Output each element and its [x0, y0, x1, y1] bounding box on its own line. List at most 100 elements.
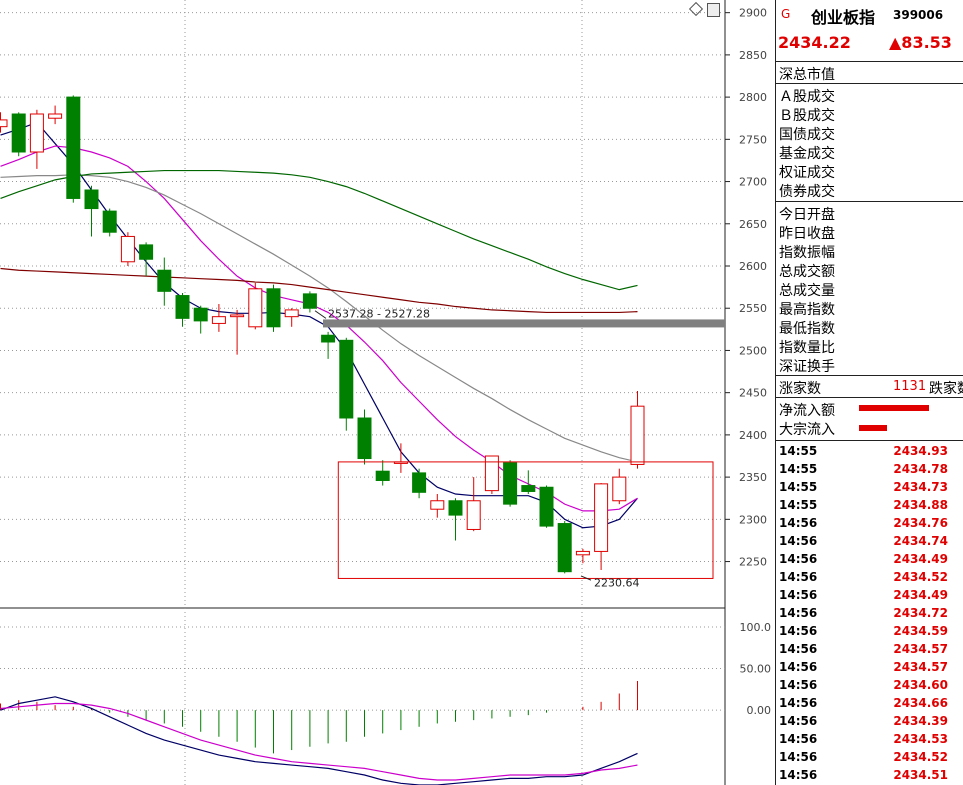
tick-value: 2434.78: [893, 462, 948, 476]
stat-label: 指数量比: [779, 340, 835, 356]
candle-body: [539, 486, 554, 527]
candle-body: [139, 244, 154, 260]
price-tick-label: 2400: [739, 429, 767, 442]
price-tick-label: 2550: [739, 302, 767, 315]
turnover-label: 国债成交: [779, 127, 835, 143]
candle: [66, 95, 81, 203]
candle: [48, 105, 63, 125]
candle-body: [248, 288, 263, 328]
market-cap-label: 深总市值: [779, 67, 835, 83]
stat-label: 昨日收盘: [779, 226, 835, 242]
kline-chart[interactable]: 2250 2300 2350 2400 2450 2500 2550 2600 2650 2700…: [0, 0, 775, 785]
price-tick-label: 2600: [739, 260, 767, 273]
stat-label: 最高指数: [779, 302, 835, 318]
candle-body: [211, 316, 226, 324]
price-axis: 2250 2300 2350 2400 2450 2500 2550 2600 2650 2700…: [739, 7, 771, 717]
candle: [357, 409, 372, 465]
candle: [594, 483, 609, 570]
decliners-label: 跌家数: [929, 381, 963, 397]
candle-body: [630, 405, 645, 465]
candle-body: [339, 339, 354, 419]
candle-body: [29, 113, 44, 153]
stat-label: 指数振幅: [779, 245, 835, 261]
candle: [339, 337, 354, 431]
candle-body: [102, 210, 117, 233]
candle-body: [302, 293, 317, 309]
candle: [630, 390, 645, 469]
turnover-label: 权证成交: [779, 165, 835, 181]
net-inflow-bar: [859, 405, 929, 411]
tick-value: 2434.72: [893, 606, 948, 620]
price-tick-label: 2450: [739, 387, 767, 400]
dea-line: [0, 702, 638, 781]
turnover-label: Ｂ股成交: [779, 108, 835, 124]
indicator-tick-label: 50.00: [740, 663, 772, 676]
candle-body: [466, 500, 481, 530]
scroll-button[interactable]: [707, 3, 720, 17]
tick-time: 14:55: [779, 444, 818, 458]
resistance-band: [323, 319, 725, 328]
candle: [211, 304, 226, 332]
tick-value: 2434.59: [893, 624, 948, 638]
turnover-label: 基金成交: [779, 146, 835, 162]
candle-body: [157, 269, 172, 292]
candle: [302, 291, 317, 313]
candle: [248, 282, 263, 330]
price-tick-label: 2500: [739, 344, 767, 357]
tick-value: 2434.52: [893, 570, 948, 584]
ma4-line: [0, 169, 638, 291]
price-tick-label: 2300: [739, 513, 767, 526]
tick-time: 14:55: [779, 498, 818, 512]
price-tick-label: 2650: [739, 218, 767, 231]
price-tick-label: 2250: [739, 556, 767, 569]
candle: [503, 460, 518, 507]
candle-body: [375, 470, 390, 481]
tick-value: 2434.39: [893, 714, 948, 728]
candle: [321, 331, 336, 359]
price-tick-label: 2850: [739, 49, 767, 62]
candle-body: [521, 485, 536, 492]
tick-time: 14:56: [779, 714, 818, 728]
tick-time: 14:56: [779, 732, 818, 746]
band-range-label: 2537.28 - 2527.28: [328, 307, 430, 320]
candle-body: [175, 295, 190, 319]
band-pointer: [314, 310, 327, 319]
tick-time: 14:55: [779, 462, 818, 476]
block-inflow-label: 大宗流入: [779, 422, 835, 438]
candle-body: [575, 550, 590, 556]
tick-value: 2434.73: [893, 480, 948, 494]
candle-body: [11, 113, 26, 153]
candle-body: [448, 500, 463, 516]
tick-time: 14:56: [779, 552, 818, 566]
tick-time: 14:56: [779, 678, 818, 692]
candle: [139, 242, 154, 277]
tick-time: 14:56: [779, 588, 818, 602]
candle-body: [503, 462, 518, 505]
candle-body: [120, 235, 135, 263]
tick-value: 2434.60: [893, 678, 948, 692]
candle: [375, 460, 390, 486]
candle-body: [430, 500, 445, 510]
tick-value: 2434.76: [893, 516, 948, 530]
tick-time: 14:56: [779, 570, 818, 584]
candle-body: [612, 476, 627, 502]
candle-body: [557, 523, 572, 573]
price-change: ▲83.53: [889, 33, 952, 52]
candle-body: [84, 189, 99, 210]
tick-time: 14:55: [779, 480, 818, 494]
dif-line: [0, 696, 638, 785]
price-tick-label: 2350: [739, 471, 767, 484]
candle: [120, 232, 135, 266]
tick-time: 14:56: [779, 660, 818, 674]
candle-body: [230, 314, 245, 318]
tick-value: 2434.74: [893, 534, 948, 548]
resistance-band-bar: [323, 319, 725, 328]
advancers-label: 涨家数: [779, 381, 821, 397]
candles: [0, 95, 645, 574]
tick-value: 2434.57: [893, 660, 948, 674]
candle: [393, 443, 408, 473]
candle-body: [48, 113, 63, 119]
candle: [448, 498, 463, 541]
candle: [0, 112, 8, 133]
net-inflow-label: 净流入额: [779, 403, 835, 419]
